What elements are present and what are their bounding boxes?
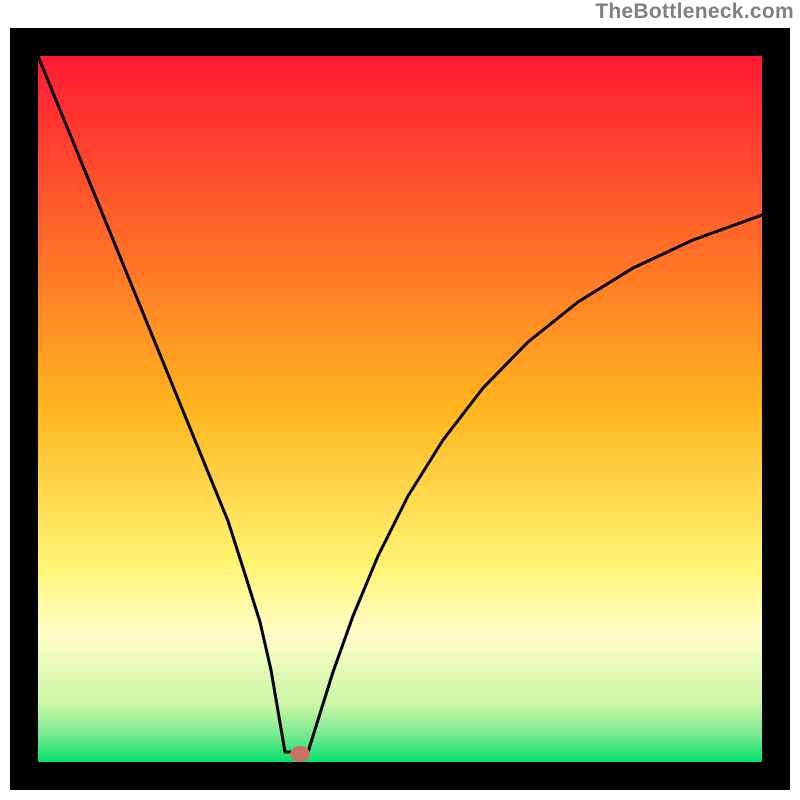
watermark-text: TheBottleneck.com (595, 0, 794, 24)
frame-border-top (10, 28, 790, 56)
frame-border-right (762, 28, 790, 790)
root: { "canvas": { "width": 800, "height": 80… (0, 0, 800, 800)
frame-border-left (10, 28, 38, 790)
frame-border-bottom (10, 762, 790, 790)
chart-frame (10, 28, 790, 790)
min-point-marker (290, 746, 310, 762)
curve-path (38, 56, 762, 752)
plot-area (38, 56, 762, 762)
bottleneck-curve (38, 56, 762, 762)
